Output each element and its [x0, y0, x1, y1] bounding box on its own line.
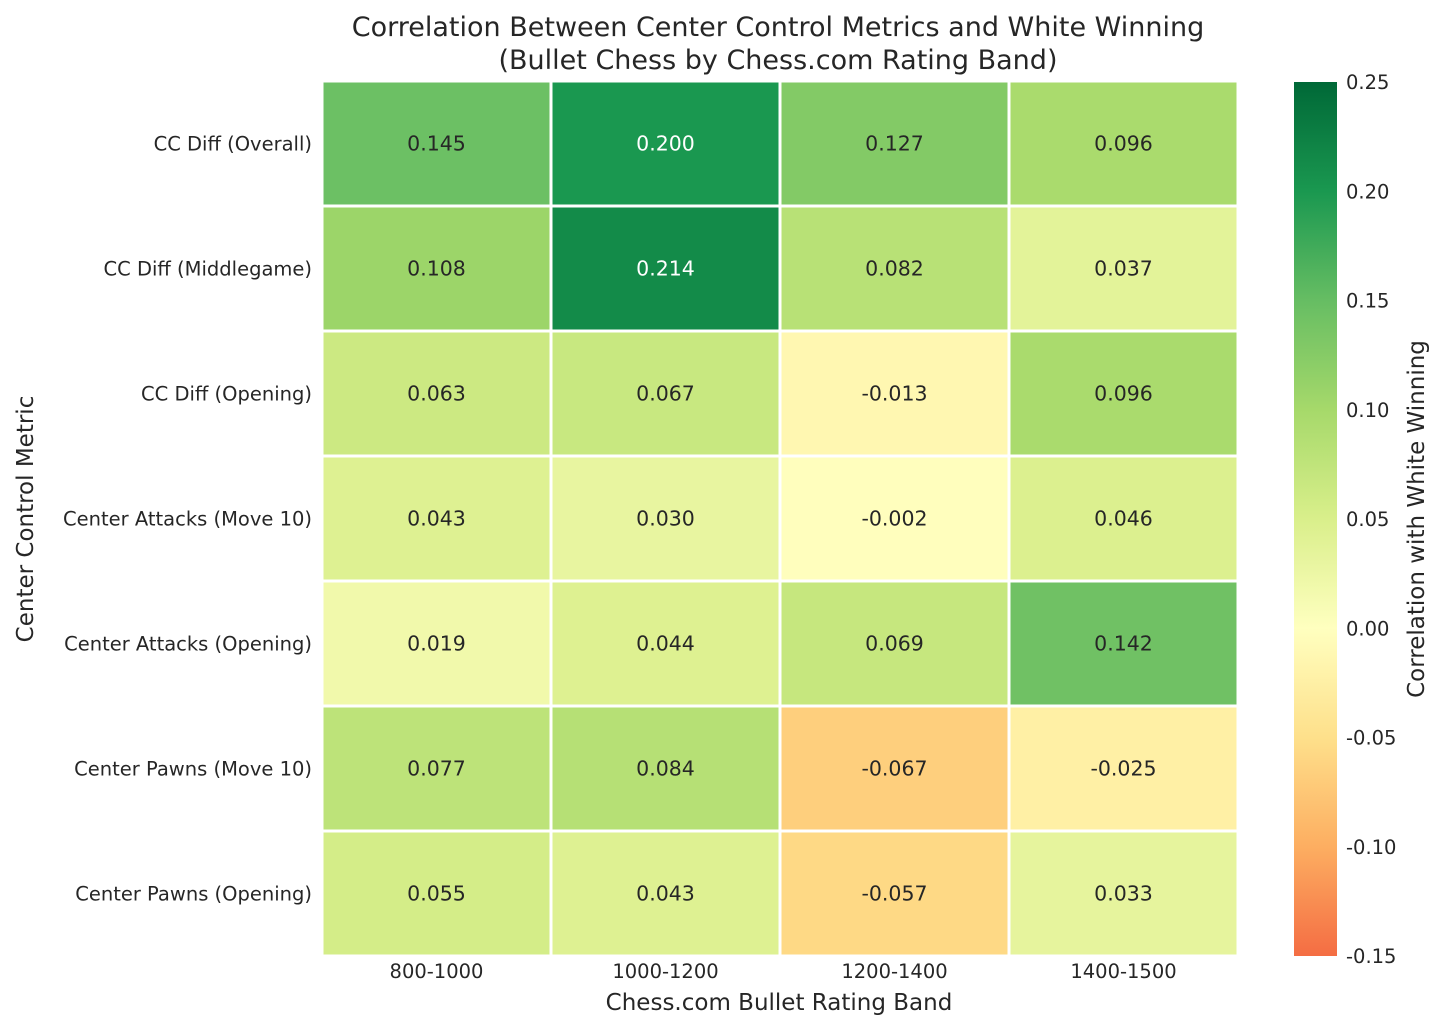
heatmap-cell — [778, 79, 1011, 208]
colorbar-tick-label: 0.20 — [1346, 180, 1389, 203]
x-axis-label: Chess.com Bullet Rating Band — [606, 990, 953, 1016]
cell-value-label: 0.030 — [636, 507, 695, 531]
heatmap-cell — [1007, 704, 1240, 833]
colorbar-tick-label: 0.05 — [1346, 508, 1389, 531]
cell-value-label: 0.077 — [407, 757, 466, 781]
cell-value-label: 0.063 — [407, 382, 466, 406]
cell-value-label: -0.013 — [861, 382, 927, 406]
cell-value-label: 0.055 — [407, 882, 466, 906]
heatmap-cell — [320, 704, 553, 833]
heatmap-cell — [549, 329, 782, 458]
heatmap-cell — [778, 829, 1011, 958]
heatmap-cell — [1007, 79, 1240, 208]
cell-value-label: -0.057 — [861, 882, 927, 906]
column-labels: 800-1000 1000-1200 1200-1400 1400-1500 — [390, 960, 1177, 983]
colorbar-tick-label: 0.00 — [1346, 617, 1389, 640]
colorbar-tick-label: 0.15 — [1346, 290, 1389, 313]
heatmap-cell — [1007, 454, 1240, 583]
row-label: Center Pawns (Move 10) — [74, 758, 312, 781]
row-labels: CC Diff (Overall) CC Diff (Middlegame) CC … — [63, 133, 312, 906]
heatmap-cell — [778, 579, 1011, 708]
colorbar-tick-label: 0.10 — [1346, 399, 1389, 422]
heatmap-cell — [549, 579, 782, 708]
cell-value-label: 0.127 — [865, 132, 924, 156]
colorbar-tick-label: -0.15 — [1346, 945, 1396, 968]
heatmap-cell — [320, 829, 553, 958]
cell-value-label: 0.200 — [636, 132, 695, 156]
cell-value-label: 0.082 — [865, 257, 924, 281]
cell-value-label: 0.084 — [636, 757, 695, 781]
row-label: Center Pawns (Opening) — [75, 883, 312, 906]
colorbar-tick-label: -0.10 — [1346, 836, 1396, 859]
cell-value-label: 0.046 — [1094, 507, 1153, 531]
colorbar-tick-label: 0.25 — [1346, 71, 1389, 94]
column-label: 1200-1400 — [841, 960, 947, 983]
heatmap-cell — [778, 704, 1011, 833]
row-label: CC Diff (Overall) — [154, 133, 312, 156]
column-label: 800-1000 — [390, 960, 484, 983]
heatmap-cell — [1007, 579, 1240, 708]
cell-value-label: 0.096 — [1094, 382, 1153, 406]
cell-value-label: -0.002 — [861, 507, 927, 531]
cell-value-label: -0.067 — [861, 757, 927, 781]
cell-value-label: 0.043 — [636, 882, 695, 906]
cell-value-label: 0.067 — [636, 382, 695, 406]
row-label: CC Diff (Opening) — [141, 383, 312, 406]
chart-title: Correlation Between Center Control Metri… — [352, 12, 1204, 43]
cell-value-label: 0.108 — [407, 257, 466, 281]
cell-value-label: 0.214 — [636, 257, 695, 281]
colorbar-ticks: 0.25 0.20 0.15 0.10 0.05 0.00 -0.05 -0.10 -0.15 — [1346, 71, 1396, 968]
chart-subtitle: (Bullet Chess by Chess.com Rating Band) — [499, 45, 1058, 76]
heatmap-cell — [320, 579, 553, 708]
column-label: 1400-1500 — [1070, 960, 1176, 983]
heatmap-cell — [320, 79, 553, 208]
heatmap-cell — [1007, 204, 1240, 333]
heatmap-cell — [1007, 829, 1240, 958]
heatmap-cell — [1007, 329, 1240, 458]
cell-value-label: 0.145 — [407, 132, 466, 156]
column-label: 1000-1200 — [612, 960, 718, 983]
colorbar — [1294, 82, 1337, 956]
heatmap-cell — [549, 454, 782, 583]
cell-value-label: 0.142 — [1094, 632, 1153, 656]
cell-value-label: 0.043 — [407, 507, 466, 531]
cell-value-label: 0.096 — [1094, 132, 1153, 156]
y-axis-label: Center Control Metric — [13, 396, 39, 643]
cell-value-label: 0.019 — [407, 632, 466, 656]
heatmap-cells: 0.145 0.200 0.127 0.096 0.108 0.214 0.082 0.037… — [320, 79, 1240, 958]
row-label: Center Attacks (Move 10) — [63, 508, 312, 531]
colorbar-label: Correlation with White Winning — [1404, 340, 1430, 698]
row-label: CC Diff (Middlegame) — [104, 258, 312, 281]
colorbar-tick-label: -0.05 — [1346, 727, 1396, 750]
cell-value-label: 0.044 — [636, 632, 695, 656]
heatmap-cell — [549, 704, 782, 833]
cell-value-label: -0.025 — [1090, 757, 1156, 781]
row-label: Center Attacks (Opening) — [64, 633, 312, 656]
cell-value-label: 0.033 — [1094, 882, 1153, 906]
cell-value-label: 0.037 — [1094, 257, 1153, 281]
heatmap-cell — [549, 204, 782, 333]
cell-value-label: 0.069 — [865, 632, 924, 656]
heatmap-cell — [549, 79, 782, 208]
